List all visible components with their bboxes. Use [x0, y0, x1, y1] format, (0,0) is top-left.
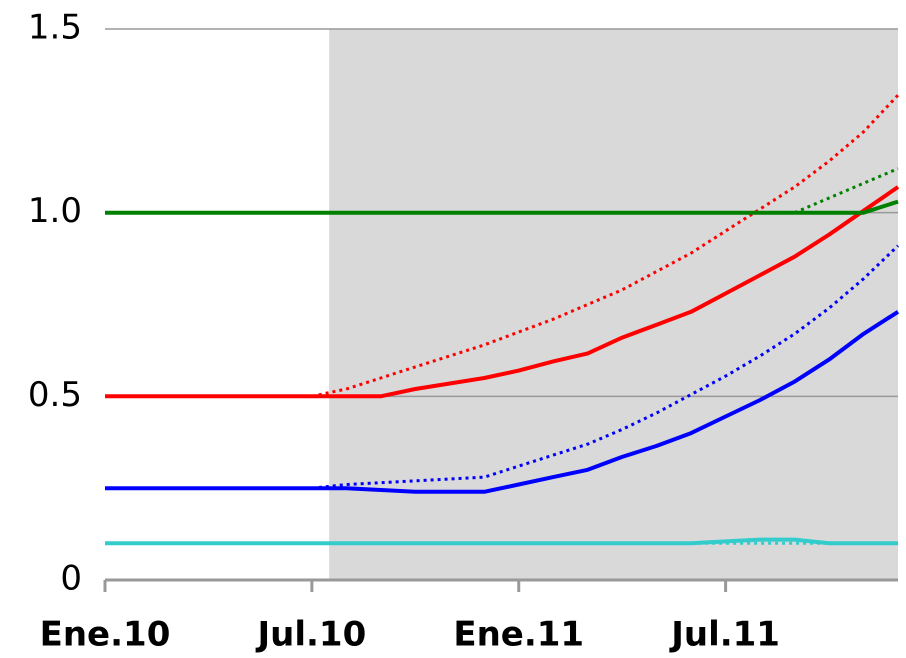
- x-tick-label: Jul.11: [669, 615, 780, 655]
- line-series: [311, 94, 900, 398]
- y-tick-label: 1.5: [28, 8, 82, 48]
- line-series: [105, 537, 898, 546]
- shaded-region: [329, 29, 898, 580]
- line-series: [105, 199, 899, 215]
- y-tick-label: 1.0: [28, 191, 82, 231]
- line-series: [794, 167, 899, 215]
- y-tick-label: 0: [60, 559, 82, 599]
- line-series: [105, 310, 900, 494]
- line-series: [105, 185, 900, 399]
- x-tick-label: Ene.10: [40, 615, 171, 655]
- x-tick-label: Jul.10: [255, 615, 366, 655]
- y-tick-label: 0.5: [28, 375, 82, 415]
- x-tick-label: Ene.11: [453, 615, 584, 655]
